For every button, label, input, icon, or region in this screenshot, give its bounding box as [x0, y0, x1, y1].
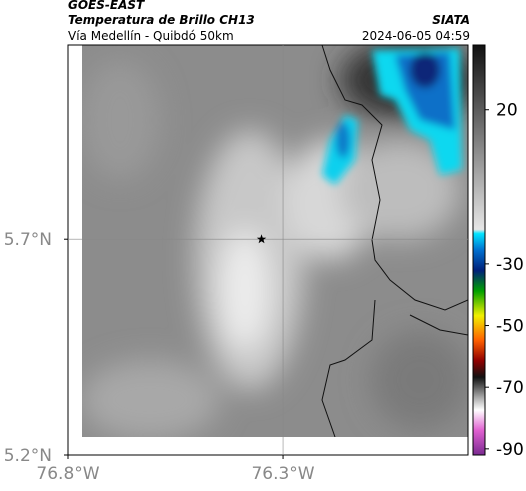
colorbar-label: -90: [496, 440, 524, 460]
x-tick-label: 76.3°W: [251, 464, 314, 484]
y-tick-label: 5.7°N: [4, 230, 52, 250]
subtitle: Temperatura de Brillo CH13: [68, 13, 255, 27]
source: SIATA: [432, 13, 470, 27]
title: GOES-EAST: [68, 0, 145, 12]
x-tick-label: 76.8°W: [36, 464, 99, 484]
colorbar-label: -30: [496, 255, 524, 275]
colorbar: [472, 44, 486, 456]
region: Vía Medellín - Quibdó 50km: [68, 29, 234, 43]
colorbar-label: -70: [496, 378, 524, 398]
y-tick-label: 5.2°N: [4, 446, 52, 466]
satellite-image: [82, 45, 468, 437]
datetime: 2024-06-05 04:59: [362, 29, 470, 43]
colorbar-label: -50: [496, 317, 524, 337]
location-marker: [256, 234, 267, 244]
map-border: [67, 44, 469, 456]
colorbar-label: 20: [496, 101, 518, 121]
